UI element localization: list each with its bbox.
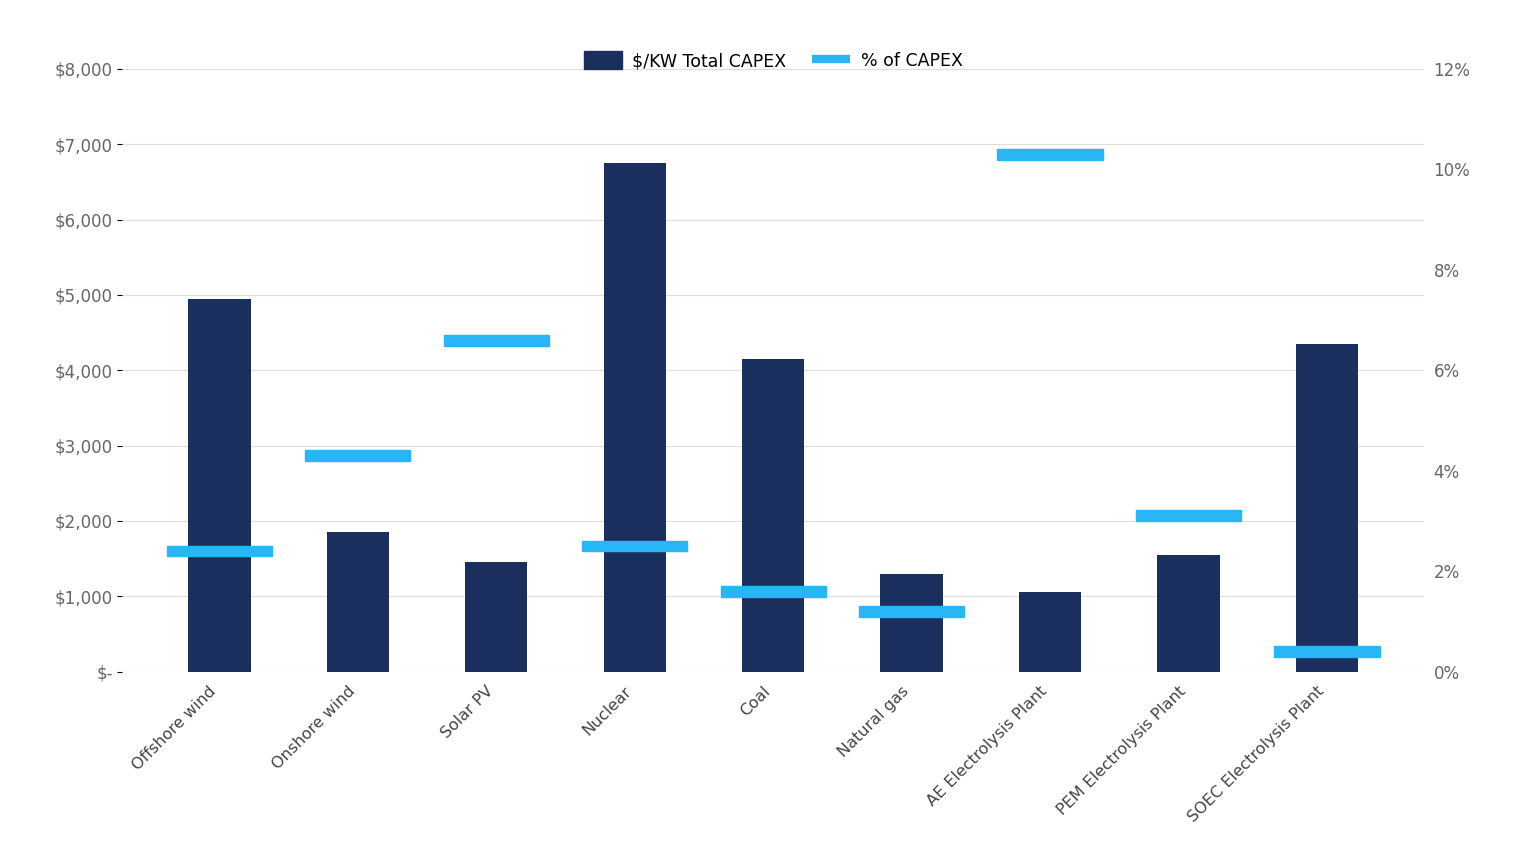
- Bar: [743, 359, 804, 672]
- Bar: [167, 546, 273, 556]
- Bar: [326, 532, 389, 672]
- Bar: [880, 573, 943, 672]
- Bar: [305, 450, 410, 461]
- Bar: [1136, 511, 1242, 521]
- Legend: $/KW Total CAPEX, % of CAPEX: $/KW Total CAPEX, % of CAPEX: [577, 45, 969, 77]
- Bar: [603, 163, 666, 672]
- Bar: [444, 335, 550, 345]
- Bar: [721, 585, 825, 597]
- Bar: [1020, 592, 1081, 672]
- Bar: [465, 562, 527, 672]
- Bar: [859, 606, 965, 616]
- Bar: [582, 541, 687, 551]
- Bar: [188, 299, 251, 672]
- Bar: [1274, 646, 1379, 657]
- Bar: [1157, 554, 1220, 672]
- Bar: [997, 149, 1102, 159]
- Bar: [1295, 344, 1358, 672]
